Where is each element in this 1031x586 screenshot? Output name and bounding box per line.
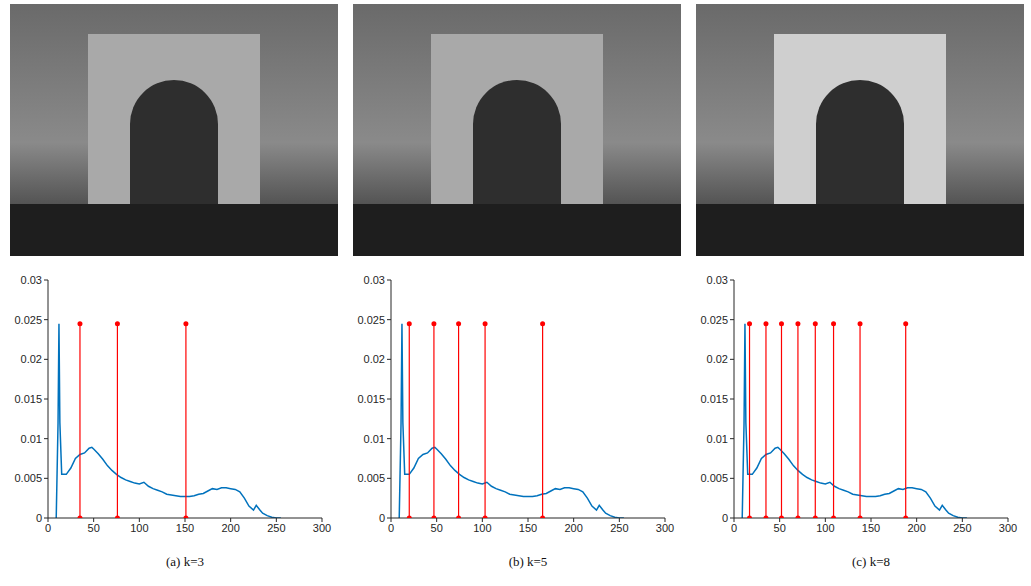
svg-text:0.005: 0.005	[700, 472, 728, 484]
svg-text:200: 200	[564, 522, 582, 534]
svg-text:0.02: 0.02	[364, 353, 385, 365]
svg-text:50: 50	[774, 522, 786, 534]
svg-text:0: 0	[722, 512, 728, 524]
svg-text:150: 150	[519, 522, 537, 534]
svg-text:0.01: 0.01	[707, 433, 728, 445]
svg-text:300: 300	[313, 522, 331, 534]
svg-text:250: 250	[610, 522, 628, 534]
svg-text:300: 300	[999, 522, 1017, 534]
html-text:(c) k=8: (c) k=8	[852, 554, 890, 569]
svg-text:0.025: 0.025	[357, 314, 385, 326]
svg-text:250: 250	[267, 522, 285, 534]
svg-text:0.01: 0.01	[21, 433, 42, 445]
svg-text:0: 0	[45, 522, 51, 534]
svg-text:100: 100	[130, 522, 148, 534]
svg-text:100: 100	[816, 522, 834, 534]
svg-text:0.015: 0.015	[357, 393, 385, 405]
svg-text:200: 200	[221, 522, 239, 534]
svg-text:0.01: 0.01	[364, 433, 385, 445]
svg-text:0: 0	[379, 512, 385, 524]
svg-text:0.03: 0.03	[364, 274, 385, 286]
svg-text:50: 50	[88, 522, 100, 534]
svg-text:0: 0	[388, 522, 394, 534]
svg-text:0.03: 0.03	[21, 274, 42, 286]
svg-text:0.03: 0.03	[707, 274, 728, 286]
svg-text:0.02: 0.02	[707, 353, 728, 365]
html-text:(b) k=5: (b) k=5	[508, 554, 548, 569]
svg-text:0.025: 0.025	[700, 314, 728, 326]
svg-text:0.015: 0.015	[700, 393, 728, 405]
svg-text:0.005: 0.005	[14, 472, 42, 484]
svg-text:300: 300	[656, 522, 674, 534]
svg-text:0.015: 0.015	[14, 393, 42, 405]
svg-text:250: 250	[953, 522, 971, 534]
svg-text:0: 0	[731, 522, 737, 534]
svg-text:200: 200	[907, 522, 925, 534]
svg-text:0.02: 0.02	[21, 353, 42, 365]
html-text:(a) k=3: (a) k=3	[166, 554, 204, 569]
svg-text:50: 50	[431, 522, 443, 534]
svg-text:0.025: 0.025	[14, 314, 42, 326]
svg-text:150: 150	[862, 522, 880, 534]
svg-text:150: 150	[176, 522, 194, 534]
svg-text:0: 0	[36, 512, 42, 524]
svg-text:0.005: 0.005	[357, 472, 385, 484]
svg-text:100: 100	[473, 522, 491, 534]
